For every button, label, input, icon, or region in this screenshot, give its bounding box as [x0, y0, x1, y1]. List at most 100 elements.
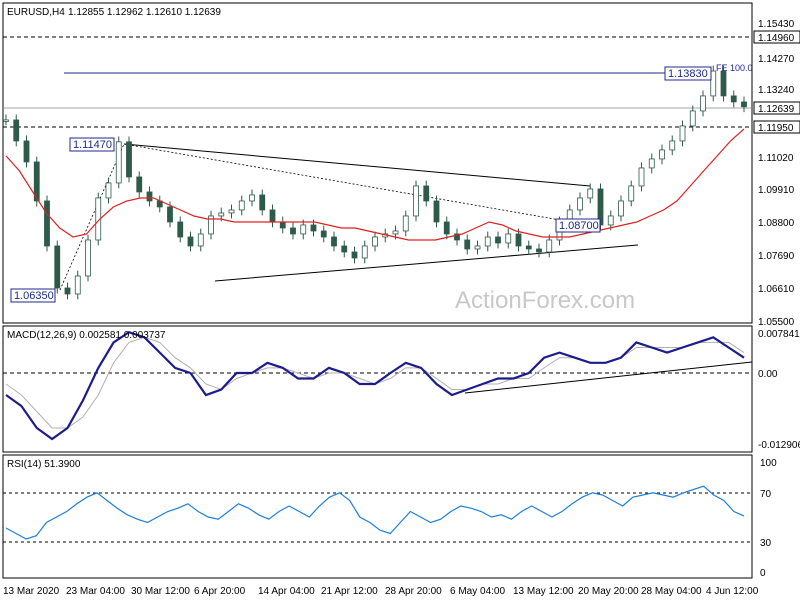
price-candles — [3, 65, 747, 300]
price-tick: 1.08800 — [758, 218, 795, 229]
candle-body — [208, 215, 214, 235]
time-label: 6 Apr 20:00 — [194, 586, 246, 597]
candle-body — [413, 185, 419, 217]
time-label: 20 May 20:00 — [578, 586, 639, 597]
candle-body — [218, 212, 225, 217]
candle-body — [515, 233, 522, 247]
candle-body — [546, 239, 553, 253]
watermark: ActionForex.com — [455, 287, 635, 314]
low-mar-label: 1.06350 — [14, 290, 54, 302]
macd-tick: -0.012906 — [758, 440, 800, 451]
candle-body — [423, 185, 430, 202]
candle-body — [433, 200, 440, 223]
candle-body — [300, 224, 307, 235]
price-tick: 1.14960 — [758, 33, 795, 44]
rsi-tick: 70 — [760, 489, 772, 500]
candle-body — [638, 167, 645, 187]
candle-body — [618, 200, 624, 217]
upper-trendline — [123, 143, 591, 187]
macd-title: MACD(12,26,9) 0.002581 0.003737 — [7, 330, 166, 341]
low-may-label: 1.08700 — [559, 220, 599, 232]
low-mar-label-box — [10, 288, 56, 303]
rsi-tick: 100 — [760, 458, 777, 469]
current-price: 1.12639 — [758, 104, 795, 115]
price-tick: 1.11020 — [758, 153, 794, 164]
candle-body — [730, 95, 737, 103]
candle-body — [126, 141, 132, 178]
candle-body — [249, 194, 255, 202]
price-tick: 1.13240 — [758, 85, 795, 96]
candle-body — [392, 230, 399, 235]
candle-body — [23, 140, 30, 163]
time-label: 30 Mar 12:00 — [131, 586, 190, 597]
ohlc-values: 1.12855 1.12962 1.12610 1.12639 — [68, 7, 221, 18]
candle-body — [269, 209, 276, 223]
candle-body — [115, 141, 122, 184]
price-tick: 1.14270 — [758, 54, 795, 65]
macd-panel-frame — [2, 325, 753, 453]
macd-tick: 0.007841 — [758, 329, 800, 340]
candle-body — [3, 119, 9, 122]
price-panel-frame — [2, 2, 753, 324]
time-label: 13 May 12:00 — [513, 586, 574, 597]
high-mar-label-box — [69, 137, 115, 152]
high-jun-label-box — [664, 66, 712, 81]
candle-body — [197, 233, 204, 247]
candle-body — [464, 239, 471, 250]
candle-body — [136, 176, 143, 193]
time-label: 6 May 04:00 — [450, 586, 505, 597]
candle-body — [238, 200, 245, 211]
time-label: 13 Mar 2020 — [3, 586, 60, 597]
candle-body — [167, 206, 173, 223]
candle-body — [505, 233, 512, 244]
dashed-level-tag-lower — [753, 120, 800, 134]
candle-body — [402, 215, 409, 232]
candle-body — [741, 101, 747, 108]
candle-body — [372, 236, 378, 247]
candle-body — [74, 275, 81, 295]
time-label: 23 Mar 04:00 — [66, 586, 125, 597]
candle-body — [310, 224, 317, 232]
candle-body — [44, 200, 50, 247]
fe-label: FE 100.0 — [716, 63, 753, 73]
ma-line — [5, 128, 745, 241]
candle-body — [679, 125, 686, 142]
candle-body — [33, 161, 40, 202]
low-may-label-box — [555, 218, 601, 233]
candle-body — [669, 140, 676, 151]
macd-line — [5, 330, 745, 441]
price-tick: 1.11950 — [758, 123, 794, 134]
lower-trendline — [214, 244, 639, 282]
candle-body — [187, 236, 194, 247]
candle-body — [279, 221, 286, 229]
candle-body — [710, 70, 717, 97]
candle-body — [648, 158, 655, 169]
candle-body — [474, 245, 481, 250]
candle-body — [536, 248, 542, 253]
macd-axis: 0.007841 0.00 -0.012906 — [758, 329, 800, 451]
macd-lines — [5, 330, 745, 441]
rsi-line — [5, 485, 745, 540]
time-label: 28 Apr 20:00 — [385, 586, 442, 597]
time-label: 14 Apr 04:00 — [258, 586, 315, 597]
rsi-axis: 100 70 30 0 — [760, 458, 777, 579]
candle-body — [54, 245, 61, 289]
price-tick: 1.15430 — [758, 19, 795, 30]
candle-body — [351, 251, 358, 259]
rsi-title: RSI(14) 51.3900 — [7, 459, 81, 470]
candle-body — [720, 70, 727, 97]
price-tick: 1.07690 — [758, 251, 795, 262]
candle-body — [341, 245, 348, 253]
candle-body — [443, 221, 450, 235]
candle-body — [320, 230, 327, 238]
candle-body — [361, 245, 368, 259]
price-axis: 1.15430 1.14960 1.14270 1.13240 1.12639 … — [753, 19, 800, 328]
dotted-trendline — [123, 143, 561, 221]
symbol-label: EURUSD,H4 — [7, 7, 65, 18]
rsi-line — [5, 485, 745, 540]
high-mar-label: 1.11470 — [73, 139, 112, 151]
candle-body — [105, 182, 112, 199]
candle-body — [146, 191, 153, 202]
